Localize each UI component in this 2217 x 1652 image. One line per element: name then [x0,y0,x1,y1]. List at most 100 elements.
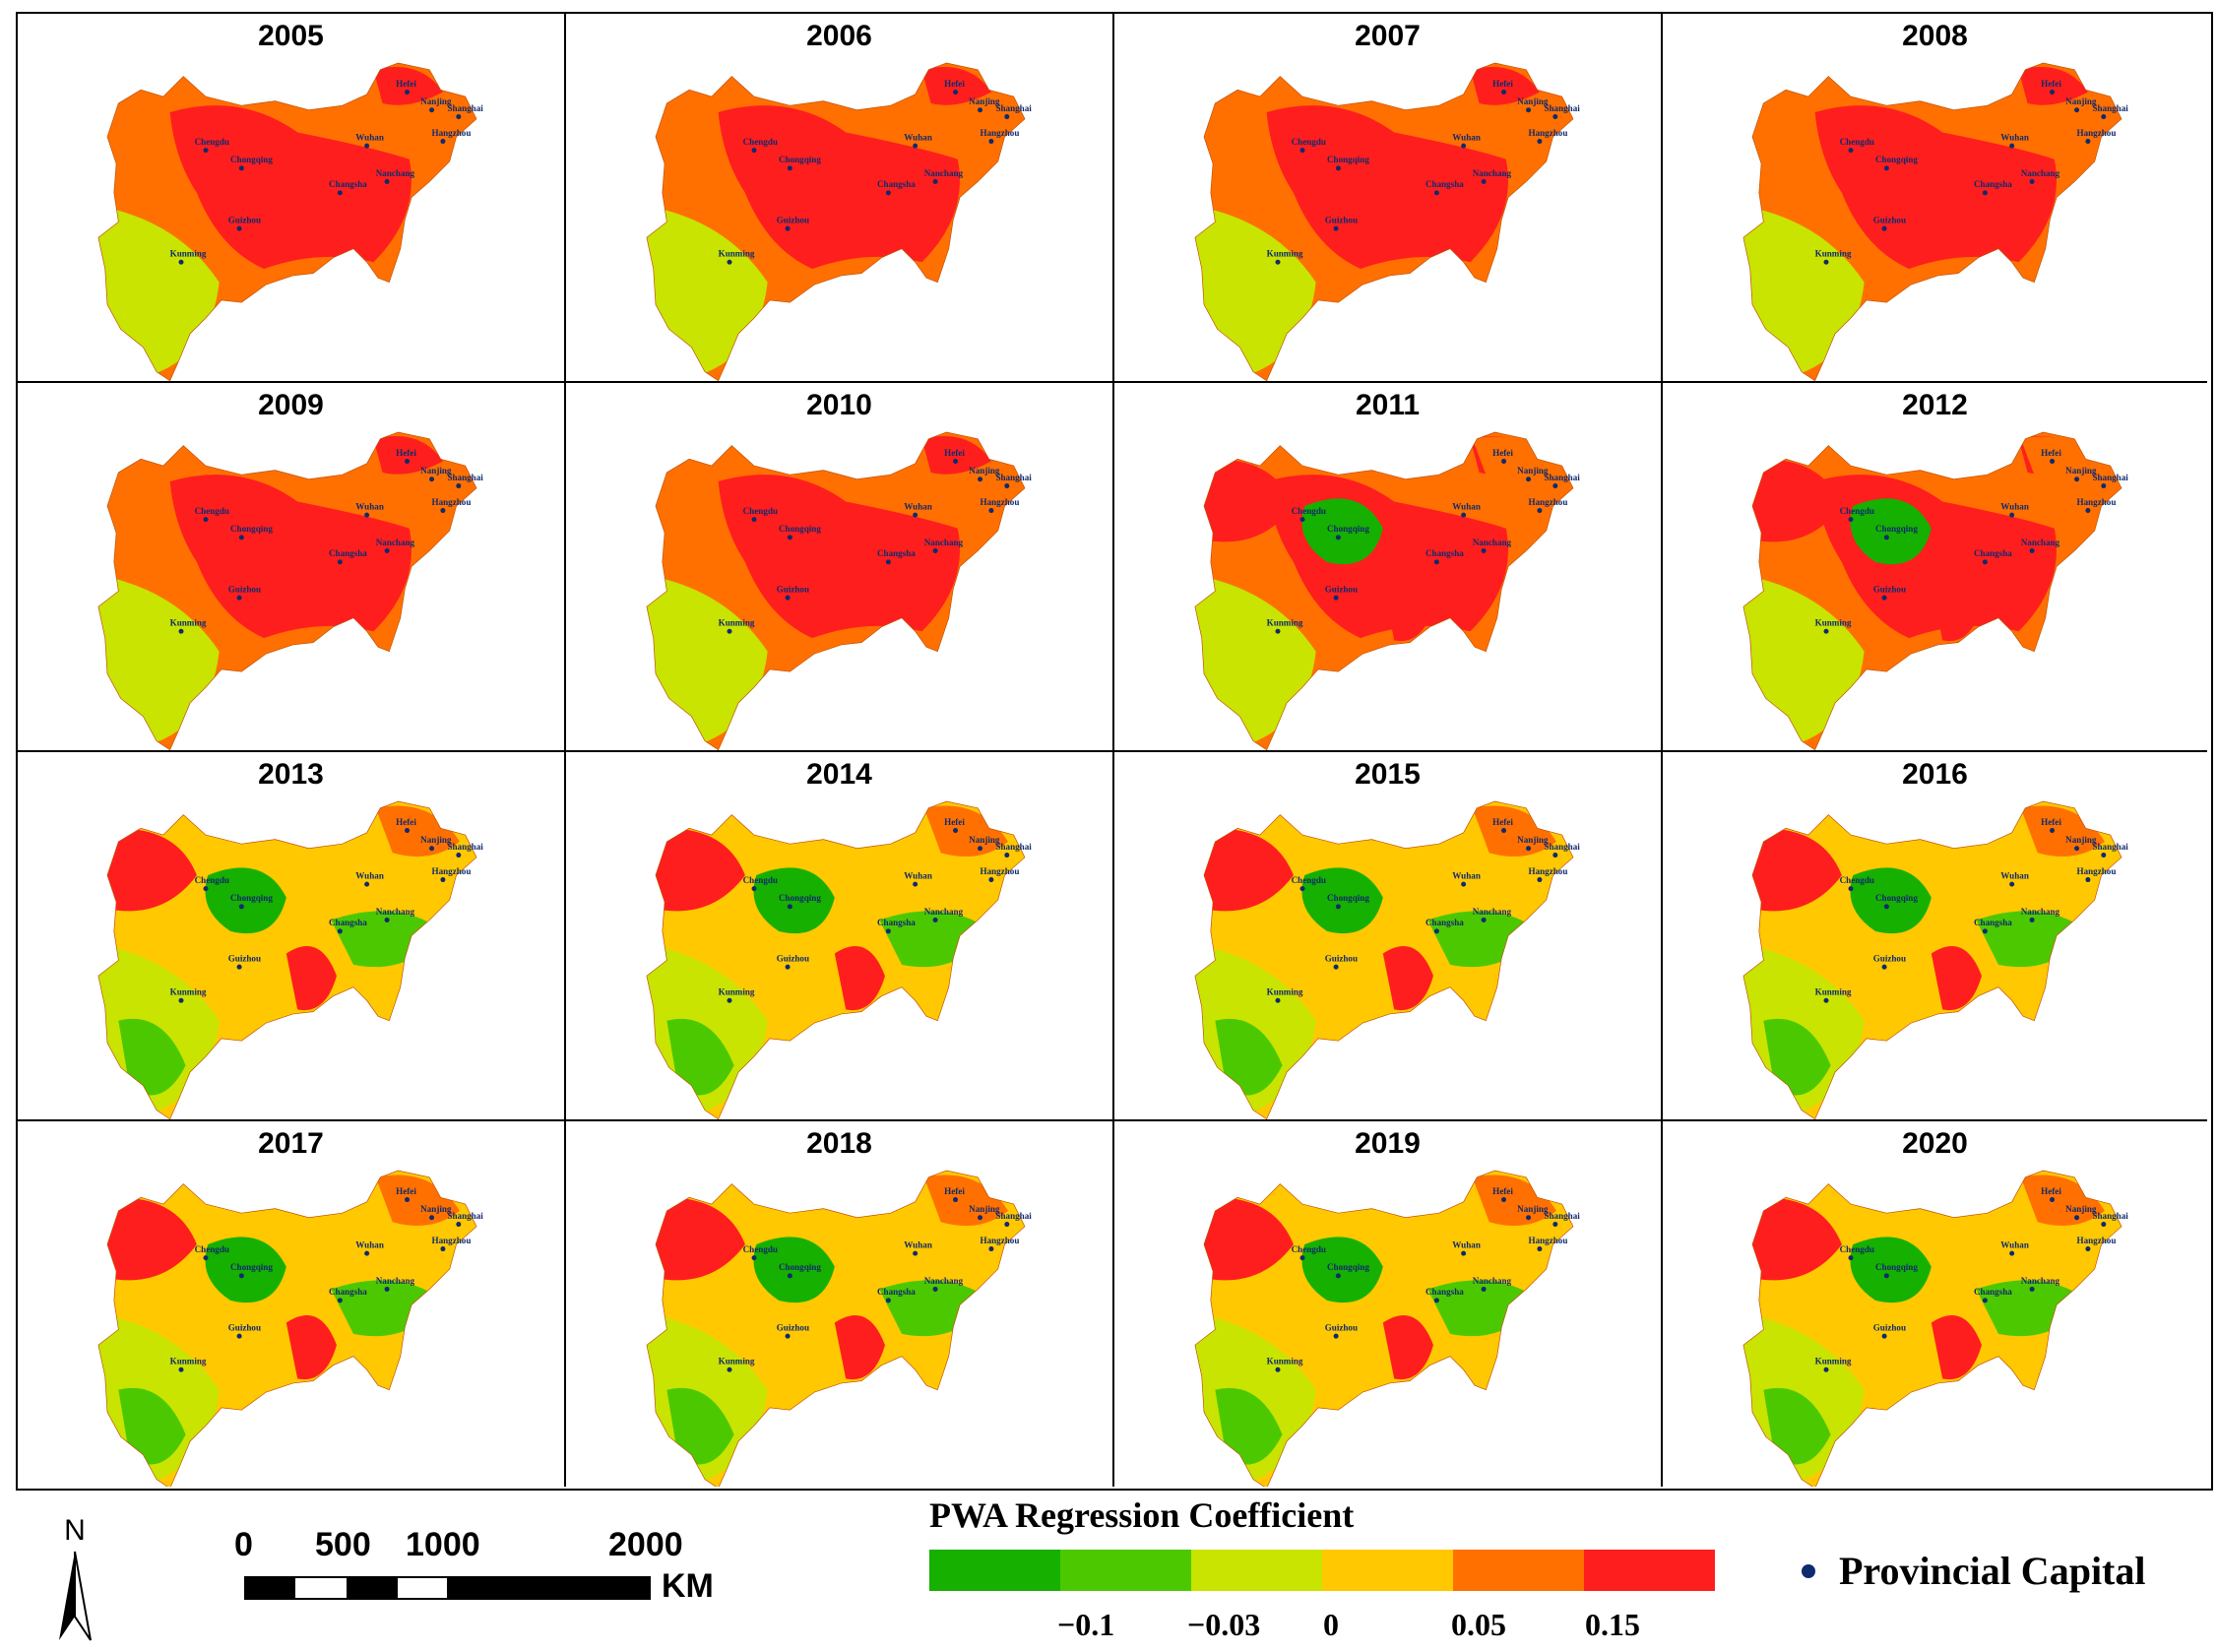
city-label: Nanjing [2065,1204,2097,1214]
city-dot [1481,178,1487,184]
city-label: Wuhan [1452,1239,1481,1249]
city-dot [978,107,983,113]
map-panel-2012: 2012 Chengdu Chongqing Kunming Guizhou Changs… [1663,383,2207,752]
city-dot [384,547,390,553]
city-label: Shanghai [2092,1211,2128,1221]
city-dot [751,148,757,154]
city-label: Nanchang [376,907,415,917]
city-dot [1333,964,1339,970]
city-label: Shanghai [1544,473,1580,482]
city-dot [751,886,757,892]
city-label: Nanjing [969,466,1000,476]
city-label: Hangzhou [1529,1236,1568,1245]
city-dot [1526,1215,1532,1221]
city-label: Kunming [170,1357,207,1366]
city-label: Hefei [2041,1186,2061,1196]
city-label: Kunming [170,987,207,997]
city-dot [429,1215,435,1221]
city-dot [337,559,343,565]
city-label: Hefei [396,1186,416,1196]
city-dot [787,1273,792,1279]
city-dot [1481,917,1487,922]
city-dot [1526,477,1532,482]
city-label: Hefei [944,817,965,827]
city-label: Wuhan [904,870,932,880]
city-dot [988,877,994,883]
city-label: Chongqing [779,893,821,903]
city-label: Guizhou [777,954,809,964]
city-dot [1881,595,1887,601]
city-label: Chongqing [779,155,821,164]
city-label: Shanghai [995,103,1032,113]
city-label: Nanchang [924,1276,964,1286]
panel-year-label: 2011 [1355,389,1421,421]
city-dot [178,628,184,634]
city-dot [456,114,462,120]
city-dot [384,917,390,922]
city-label: Nanjing [969,1204,1000,1214]
city-label: Nanjing [420,1204,452,1214]
scale-bar-graphic [244,1576,651,1600]
legend-swatch-5 [1584,1550,1715,1591]
city-dot [405,459,411,465]
city-label: Nanchang [376,168,415,178]
city-label: Changsha [1974,1287,2012,1297]
city-label: Nanjing [1517,1204,1549,1214]
city-label: Guizhou [1325,585,1358,595]
city-dot [1004,1222,1010,1228]
city-dot [2050,828,2056,834]
city-dot [1433,928,1439,934]
scale-tick-0: 0 [234,1526,253,1563]
city-dot [2029,917,2035,922]
city-label: Hefei [396,448,416,458]
city-label: Wuhan [2000,501,2029,511]
city-label: Hangzhou [432,866,472,876]
city-dot [1537,877,1543,883]
city-label: Guizhou [228,585,261,595]
city-label: Nanchang [2021,168,2060,178]
city-dot [1881,1333,1887,1339]
city-label: Chengdu [1840,137,1874,147]
city-label: Changsha [877,548,916,558]
city-label: Kunming [1815,618,1852,628]
city-dot [456,1222,462,1228]
city-label: Wuhan [904,132,932,142]
city-label: Hangzhou [981,1236,1020,1245]
city-label: Changsha [329,548,367,558]
city-label: Changsha [877,1287,916,1297]
map-panel-2017: 2017 Chengdu Chongqing Kunming Guizhou Changs… [18,1121,566,1487]
city-label: Changsha [877,918,916,927]
city-dot [1433,559,1439,565]
city-label: Nanchang [924,907,964,917]
legend-tick: −0.03 [1187,1607,1261,1642]
city-dot [405,1197,411,1203]
city-dot [2050,90,2056,95]
panel-year-label: 2013 [258,758,324,791]
city-dot [1004,853,1010,858]
map-grid: 2005 Chengdu Chongqing Kunming Guizhou Changs… [16,12,2213,1491]
city-label: Nanjing [969,96,1000,106]
city-dot [405,90,411,95]
panel-year-label: 2009 [258,389,324,421]
city-dot [1333,595,1339,601]
city-dot [1004,483,1010,489]
city-label: Chongqing [1875,155,1918,164]
city-dot [785,964,791,970]
city-label: Shanghai [447,842,483,852]
city-dot [1823,259,1829,265]
city-label: Changsha [329,179,367,189]
city-label: Guizhou [1325,216,1358,225]
city-dot [429,107,435,113]
map-panel-2009: 2009 Chengdu Chongqing Kunming Guizhou Changs… [18,383,566,752]
city-label: Hangzhou [1529,128,1568,138]
city-dot [1335,535,1341,540]
city-label: Kunming [1815,249,1852,259]
panel-year-label: 2017 [258,1127,324,1160]
city-dot [2085,877,2091,883]
legend-swatch-3 [1322,1550,1453,1591]
legend-color-bar [929,1550,1715,1591]
city-dot [988,139,994,145]
city-dot [456,483,462,489]
